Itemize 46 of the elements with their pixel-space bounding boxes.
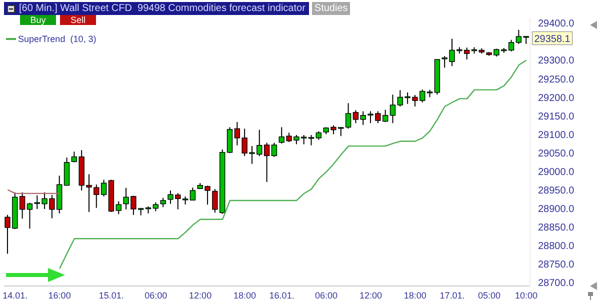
y-tick-label: 28950.0 [538, 185, 575, 196]
y-tick-label: 28800.0 [538, 240, 575, 252]
x-tick-label: 15.01. [98, 290, 124, 300]
x-tick-label: 06:00 [144, 290, 168, 300]
candlestick [390, 94, 396, 124]
chart-title: [60 Min.] Wall Street CFD 99498 Commodities forecast indicator [19, 3, 306, 14]
annotation: Buy [20, 15, 56, 25]
candlestick [508, 39, 514, 52]
y-tick-label: 29000.0 [538, 166, 575, 178]
candlestick [308, 134, 314, 146]
x-tick-label: 18:00 [234, 290, 256, 300]
candlestick [26, 202, 33, 230]
candlestick [64, 157, 70, 186]
y-tick-label: 29100.0 [538, 130, 575, 141]
candlestick [190, 187, 196, 201]
y-tick-label: 28750.0 [538, 259, 575, 270]
y-tick-label: 28850.0 [538, 222, 575, 234]
candlestick [352, 110, 359, 124]
y-tick-label: 29400.0 [538, 18, 575, 30]
x-tick-label: 06:00 [315, 290, 338, 300]
x-tick-label: 12:00 [189, 290, 212, 300]
y-tick-label: 29200.0 [538, 92, 575, 104]
candlestick [345, 102, 352, 130]
x-tick-label: 16.01. [269, 290, 294, 300]
legend-label: SuperTrend (10, 3) [18, 34, 96, 44]
candlestick [271, 142, 278, 158]
candlestick [116, 200, 122, 215]
x-tick-label: 16:00 [48, 290, 71, 300]
x-tick-label: 14.01. [2, 290, 28, 300]
x-tick-label: 10:00 [515, 290, 538, 300]
candlestick [226, 126, 233, 154]
text: Studies [312, 2, 350, 15]
candlestick [160, 197, 166, 208]
x-tick-label: 05:00 [478, 290, 501, 300]
y-tick-label: 29150.0 [538, 111, 575, 122]
x-tick-label: 17.01. [440, 290, 465, 300]
annotation: Sell [60, 15, 96, 25]
x-tick-label: 12:00 [359, 290, 382, 300]
y-tick-label: 28900.0 [538, 204, 575, 215]
y-tick-label: 29050.0 [538, 148, 575, 160]
y-tick-label: 28700.0 [538, 278, 575, 289]
x-tick-label: 18:00 [404, 290, 426, 300]
candlestick [264, 142, 270, 182]
y-tick-label: 29250.0 [538, 74, 575, 86]
annotation: 29358.1 [534, 34, 571, 46]
y-tick-label: 29300.0 [538, 56, 575, 67]
